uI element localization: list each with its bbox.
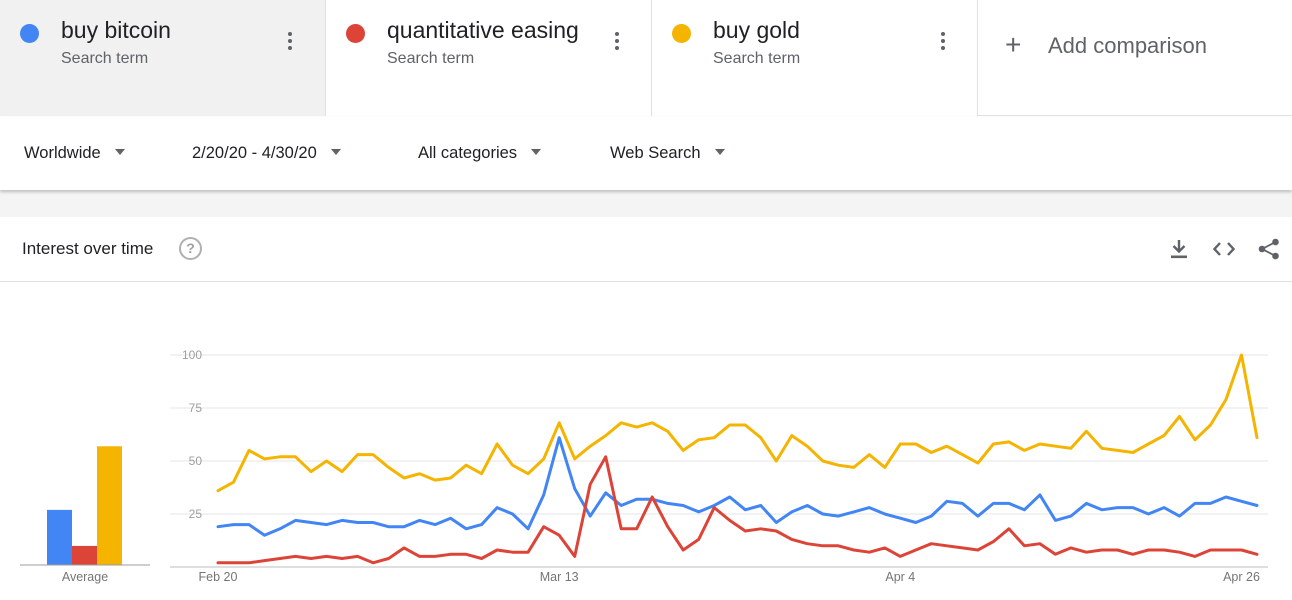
caret-down-icon <box>531 149 542 155</box>
y-axis-ticks: 25 50 75 100 <box>182 348 202 521</box>
more-vert-icon[interactable] <box>287 32 293 54</box>
category-value: All categories <box>418 144 518 162</box>
plus-icon: + <box>1005 29 1022 60</box>
series-color-dot <box>346 24 365 43</box>
x-tick-label: Feb 20 <box>199 570 238 584</box>
caret-down-icon <box>114 149 125 155</box>
caret-down-icon <box>330 149 341 155</box>
chart-grid <box>170 354 1268 568</box>
y-tick-label: 25 <box>189 507 203 521</box>
search-term-label: buy bitcoin <box>61 17 171 43</box>
search-term-label: quantitative easing <box>387 17 579 43</box>
interest-chart: Average 25 50 75 100 Feb 20 Mar 13 Apr 4 Apr 2… <box>20 348 1268 584</box>
average-bar-quantitative-easing <box>72 545 97 565</box>
help-circle-icon[interactable]: ? <box>179 237 202 260</box>
search-terms-bar: buy bitcoin Search term quantitative eas… <box>0 0 1292 116</box>
interest-over-time-card: Interest over time ? Average 25 50 75 100 F… <box>0 217 1292 600</box>
more-vert-icon[interactable] <box>940 32 946 54</box>
region-dropdown[interactable]: Worldwide <box>24 144 125 163</box>
y-tick-label: 75 <box>189 401 203 415</box>
average-bars: Average <box>20 446 150 584</box>
series-color-dot <box>672 24 691 43</box>
chart-series <box>216 353 1259 565</box>
search-term-sublabel: Search term <box>713 50 801 67</box>
date-range-dropdown[interactable]: 2/20/20 - 4/30/20 <box>192 144 341 163</box>
add-comparison-button[interactable]: + Add comparison <box>975 0 1292 116</box>
average-label: Average <box>62 570 108 584</box>
date-range-value: 2/20/20 - 4/30/20 <box>192 144 317 162</box>
more-vert-icon[interactable] <box>614 32 620 54</box>
x-axis-ticks: Feb 20 Mar 13 Apr 4 Apr 26 <box>199 570 1260 584</box>
filter-bar: Worldwide 2/20/20 - 4/30/20 All categori… <box>0 117 1292 190</box>
y-tick-label: 50 <box>189 454 203 468</box>
search-term-label: buy gold <box>713 17 800 43</box>
series-color-dot <box>20 24 39 43</box>
search-term-sublabel: Search term <box>61 50 149 67</box>
embed-code-icon[interactable] <box>1212 238 1236 260</box>
series-line-buy-gold <box>216 353 1259 493</box>
region-value: Worldwide <box>24 144 101 162</box>
search-type-dropdown[interactable]: Web Search <box>610 144 725 163</box>
average-bar-buy-gold <box>97 446 122 565</box>
search-type-value: Web Search <box>610 144 701 162</box>
search-term-card-buy-bitcoin[interactable]: buy bitcoin Search term <box>0 0 326 116</box>
add-comparison-label: Add comparison <box>1048 33 1207 58</box>
search-term-card-quantitative-easing[interactable]: quantitative easing Search term <box>326 0 652 116</box>
search-term-sublabel: Search term <box>387 50 475 67</box>
section-gap <box>0 190 1292 217</box>
category-dropdown[interactable]: All categories <box>418 144 542 163</box>
average-bar-buy-bitcoin <box>47 509 72 565</box>
x-tick-label: Mar 13 <box>540 570 579 584</box>
share-icon[interactable] <box>1257 238 1281 260</box>
card-title: Interest over time <box>22 239 154 258</box>
search-term-card-buy-gold[interactable]: buy gold Search term <box>652 0 978 116</box>
x-tick-label: Apr 26 <box>1223 570 1260 584</box>
series-line-quantitative-easing <box>216 455 1259 565</box>
y-tick-label: 100 <box>182 348 202 362</box>
series-line-buy-bitcoin <box>216 436 1259 537</box>
download-icon[interactable] <box>1167 238 1191 260</box>
card-divider <box>0 281 1292 282</box>
caret-down-icon <box>714 149 725 155</box>
x-tick-label: Apr 4 <box>885 570 915 584</box>
